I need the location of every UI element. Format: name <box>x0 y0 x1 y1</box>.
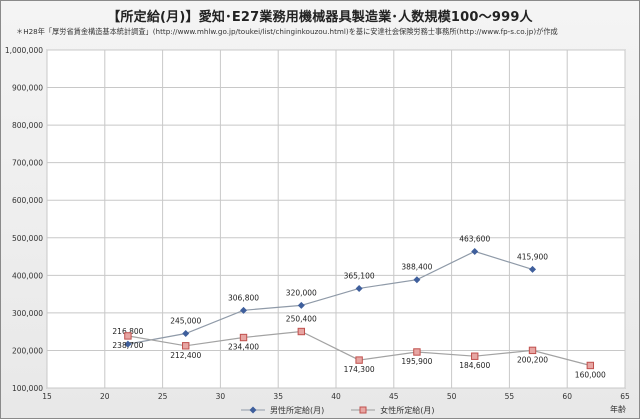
y-tick-label: 900,000 <box>12 84 43 93</box>
data-label-male: 306,800 <box>228 293 259 302</box>
data-point-female <box>586 361 595 370</box>
data-label-male: 320,000 <box>286 288 317 297</box>
y-tick-label: 600,000 <box>12 196 43 205</box>
y-tick-label: 800,000 <box>12 121 43 130</box>
legend-female-swatch <box>351 406 376 414</box>
data-label-female: 234,400 <box>228 343 259 352</box>
x-axis-unit-label: 年齢 <box>610 405 626 414</box>
x-tick-label: 35 <box>273 392 283 401</box>
legend-female-label: 女性所定給(月) <box>380 405 435 415</box>
legend-item-female: 女性所定給(月) <box>350 405 435 416</box>
x-tick-label: 65 <box>620 392 630 401</box>
y-tick-label: 300,000 <box>12 309 43 318</box>
data-label-female: 200,200 <box>517 355 548 364</box>
data-label-male: 216,800 <box>112 327 143 336</box>
x-tick-label: 30 <box>216 392 226 401</box>
x-tick-label: 50 <box>447 392 457 401</box>
y-tick-label: 200,000 <box>12 346 43 355</box>
data-label-female: 160,000 <box>575 370 606 379</box>
data-label-female: 212,400 <box>170 351 201 360</box>
data-point-female <box>239 333 248 342</box>
data-label-male: 415,900 <box>517 252 548 261</box>
data-label-female: 250,400 <box>286 315 317 324</box>
data-point-female <box>355 356 363 364</box>
data-point-female <box>182 342 190 350</box>
x-tick-label: 60 <box>562 392 572 401</box>
data-point-male <box>413 276 421 284</box>
data-label-female: 195,900 <box>401 357 432 366</box>
data-label-female: 238,700 <box>112 341 143 350</box>
x-tick-label: 25 <box>158 392 168 401</box>
data-point-male <box>471 247 479 255</box>
series-line-male <box>127 250 533 345</box>
data-point-female <box>413 348 421 356</box>
y-tick-label: 700,000 <box>12 159 43 168</box>
data-point-male <box>240 306 248 314</box>
x-tick-label: 45 <box>389 392 399 401</box>
y-tick-label: 100,000 <box>12 384 43 393</box>
legend-male-label: 男性所定給(月) <box>270 405 325 415</box>
data-point-male <box>297 301 305 309</box>
x-tick-label: 40 <box>331 392 341 401</box>
data-point-female <box>297 327 306 336</box>
data-label-male: 388,400 <box>401 263 432 272</box>
data-point-female <box>124 332 132 340</box>
data-label-female: 184,600 <box>459 361 490 370</box>
data-label-male: 365,100 <box>344 271 375 280</box>
data-point-male <box>355 284 363 292</box>
data-point-female <box>528 346 537 355</box>
chart-source-note: ＊H28年「厚労省賃金構造基本統計調査」(http://www.mhlw.go.… <box>16 27 558 36</box>
data-point-female <box>471 352 479 360</box>
data-point-male <box>529 265 537 273</box>
data-point-male <box>182 330 190 338</box>
y-tick-label: 1,000,000 <box>5 46 43 55</box>
y-tick-label: 500,000 <box>12 234 43 243</box>
data-label-female: 174,300 <box>344 365 375 374</box>
x-tick-label: 15 <box>42 392 52 401</box>
x-tick-label: 55 <box>505 392 515 401</box>
legend-item-male: 男性所定給(月) <box>240 405 324 416</box>
y-tick-label: 400,000 <box>12 271 43 280</box>
x-tick-label: 20 <box>100 392 110 401</box>
chart-title: 【所定給(月)】愛知･E27業務用機械器具製造業･人数規模100～999人 <box>107 10 533 25</box>
data-label-male: 245,000 <box>170 317 201 326</box>
data-label-male: 463,600 <box>459 234 490 243</box>
chart-legend: 男性所定給(月) 女性所定給(月) <box>240 404 435 416</box>
data-point-male <box>124 340 132 348</box>
legend-male-swatch <box>241 406 265 414</box>
